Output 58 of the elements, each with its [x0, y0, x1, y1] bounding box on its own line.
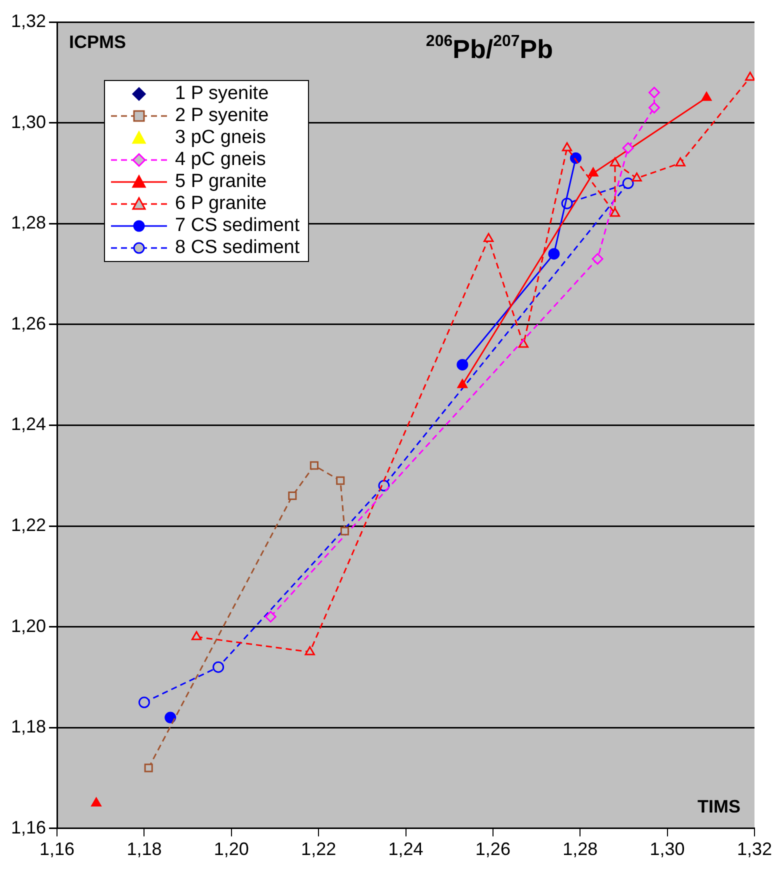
point	[648, 86, 660, 98]
legend-label: 1 P syenite	[175, 83, 269, 105]
x-tick-label: 1,28	[562, 839, 598, 860]
y-tick-label: 1,30	[10, 112, 46, 132]
point	[456, 358, 468, 370]
point	[212, 661, 224, 673]
point	[610, 157, 620, 166]
point	[610, 208, 620, 217]
point	[457, 379, 468, 388]
y-tick-label: 1,28	[10, 212, 46, 233]
point	[588, 167, 598, 176]
point	[548, 248, 560, 260]
point	[264, 610, 276, 622]
x-tick-label: 1,32	[736, 839, 772, 860]
point	[484, 232, 494, 242]
point	[632, 172, 642, 182]
legend-label: 2 P syenite	[175, 105, 269, 127]
point	[745, 72, 754, 81]
legend-label: 6 P granite	[175, 193, 267, 215]
x-tick-label: 1,22	[301, 839, 336, 860]
y-tick-label: 1,24	[10, 414, 46, 434]
point	[164, 712, 176, 724]
legend-label: 3 pC gneis	[175, 127, 266, 149]
point	[144, 764, 153, 772]
point	[336, 476, 345, 485]
y-tick-label: 1,22	[10, 514, 46, 535]
y-axis-title: ICPMS	[69, 32, 126, 52]
point	[648, 102, 660, 114]
point	[288, 491, 297, 500]
point	[701, 92, 712, 101]
point	[191, 631, 202, 640]
legend-label: 4 pC gneis	[175, 149, 266, 171]
y-tick-label: 1,32	[10, 10, 46, 31]
point	[340, 526, 350, 536]
x-axis-title: TIMS	[697, 796, 740, 816]
point	[622, 142, 634, 154]
legend-label: 8 CS sediment	[175, 237, 300, 259]
y-tick-label: 1,16	[10, 817, 46, 838]
x-tick-label: 1,20	[214, 839, 249, 860]
point	[562, 142, 572, 152]
point	[91, 797, 102, 806]
point	[622, 178, 634, 190]
x-tick-label: 1,26	[475, 839, 510, 860]
legend-label: 5 P granite	[175, 171, 267, 193]
x-tick-label: 1,16	[40, 839, 75, 860]
point	[304, 646, 315, 656]
x-tick-label: 1,24	[388, 839, 424, 860]
y-tick-label: 1,26	[10, 313, 46, 334]
point	[138, 696, 150, 708]
point	[310, 461, 319, 470]
y-tick-label: 1,18	[10, 716, 46, 737]
x-tick-label: 1,18	[126, 839, 162, 860]
legend-label: 7 CS sediment	[175, 215, 300, 237]
point	[592, 253, 604, 265]
point	[675, 157, 686, 166]
point	[518, 338, 529, 348]
y-tick-label: 1,20	[10, 616, 46, 636]
x-tick-label: 1,30	[650, 839, 685, 860]
